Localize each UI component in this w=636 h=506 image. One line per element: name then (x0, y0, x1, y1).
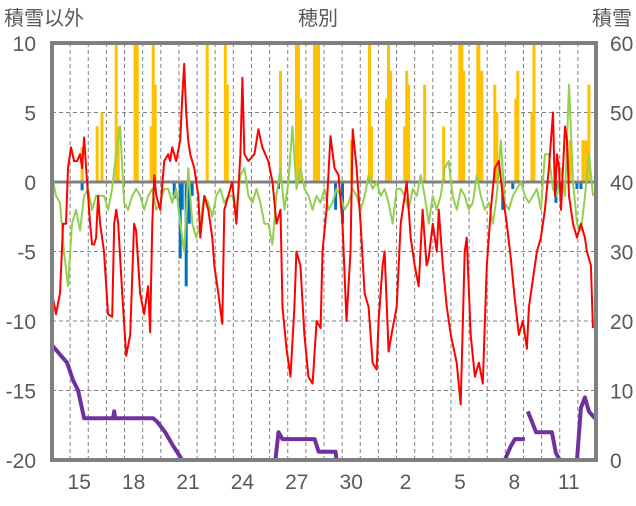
x-tick-label: 15 (68, 471, 91, 494)
left-tick-label: -10 (6, 311, 36, 334)
orange-bars-bar (278, 70, 282, 182)
orange-bars-bar (458, 43, 462, 182)
blue-bars-bar (180, 182, 184, 210)
right-tick-label: 40 (610, 172, 633, 195)
orange-bars-bar (587, 84, 591, 182)
x-tick-label: 27 (285, 471, 308, 494)
blue-bars-bar (559, 182, 563, 189)
orange-bars-bar (151, 43, 155, 182)
left-tick-label: -5 (17, 242, 36, 265)
orange-bars-bar (514, 98, 518, 182)
orange-bars-bar (493, 84, 497, 182)
orange-bars-bar (114, 43, 118, 182)
blue-bars-bar (575, 182, 579, 189)
right-tick-label: 0 (610, 450, 622, 473)
plot-frame (50, 41, 598, 462)
left-tick-label: 0 (24, 172, 36, 195)
right-axis-label: 積雪 (592, 7, 632, 30)
right-tick-label: 50 (610, 103, 633, 126)
orange-bars-bar (116, 126, 120, 182)
orange-bars-bar (405, 70, 409, 182)
orange-bars-bar (495, 112, 499, 182)
x-tick-label: 2 (400, 471, 412, 494)
right-tick-label: 60 (610, 33, 633, 56)
orange-bars-bar (313, 43, 317, 182)
orange-bars-bar (530, 112, 534, 182)
blue-bars-bar (80, 182, 84, 191)
orange-bars-bar (294, 43, 298, 182)
blue-bars-bar (190, 182, 194, 196)
orange-bars-bar (532, 43, 536, 182)
orange-bars-bar (368, 43, 372, 182)
bar-series (52, 43, 596, 287)
chart-title: 穂別 (298, 7, 338, 30)
plot-border (50, 41, 598, 462)
orange-bars-bar (584, 140, 588, 182)
blue-bars-bar (172, 182, 176, 199)
orange-bars-bar (317, 43, 321, 182)
orange-bars-bar (370, 126, 374, 182)
left-tick-label: -20 (6, 450, 36, 473)
orange-bars-bar (95, 126, 99, 182)
x-tick-label: 30 (340, 471, 363, 494)
blue-bars-bar (511, 182, 515, 189)
x-tick-label: 21 (176, 471, 199, 494)
x-tick-label: 24 (231, 471, 255, 494)
x-tick-label: 11 (558, 471, 580, 494)
orange-bars-bar (153, 84, 157, 182)
orange-bars-bar (568, 140, 572, 182)
blue-bars-bar (184, 182, 188, 287)
orange-bars-bar (135, 43, 139, 182)
orange-bars-bar (133, 43, 137, 182)
left-tick-label: 10 (13, 33, 36, 56)
orange-bars-bar (100, 112, 104, 182)
orange-bars-bar (407, 84, 411, 182)
orange-bars-bar (385, 98, 389, 182)
purple-snow-depth (50, 343, 597, 462)
orange-bars-bar (223, 43, 227, 182)
orange-bars-bar (477, 43, 481, 182)
line-series (50, 62, 597, 462)
orange-bars-bar (315, 43, 319, 182)
right-tick-label: 10 (610, 381, 633, 404)
orange-bars-bar (298, 98, 302, 182)
left-axis-label: 積雪以外 (4, 7, 84, 30)
blue-bars-bar (334, 182, 338, 210)
orange-bars-bar (389, 70, 393, 182)
left-tick-label: 5 (24, 103, 36, 126)
blue-bars-bar (187, 182, 191, 224)
right-tick-label: 20 (610, 311, 633, 334)
x-tick-label: 5 (454, 471, 466, 494)
left-tick-label: -15 (6, 381, 36, 404)
orange-bars-bar (516, 70, 520, 182)
orange-bars-bar (403, 126, 407, 182)
blue-bars-bar (579, 182, 583, 189)
orange-bars-bar (462, 70, 466, 182)
green-line (51, 83, 594, 288)
orange-bars-bar (387, 43, 391, 182)
orange-bars-bar (149, 126, 153, 182)
x-tick-label: 18 (122, 471, 145, 494)
orange-bars-bar (296, 43, 300, 182)
orange-bars-bar (205, 43, 209, 182)
orange-bars-bar (225, 84, 229, 182)
orange-bars-bar (460, 43, 464, 182)
x-tick-label: 8 (509, 471, 521, 494)
right-tick-label: 30 (610, 242, 633, 265)
orange-bars-bar (442, 126, 446, 182)
red-line (51, 62, 594, 406)
orange-bars-bar (423, 84, 427, 182)
orange-bars-bar (480, 70, 484, 182)
orange-bars-bar (581, 140, 585, 182)
